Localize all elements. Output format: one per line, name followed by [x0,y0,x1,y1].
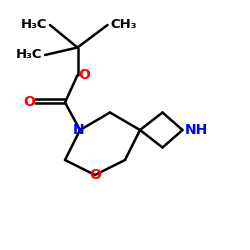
Text: O: O [89,168,101,182]
Text: H₃C: H₃C [21,18,48,32]
Text: N: N [73,123,85,137]
Text: O: O [23,96,35,110]
Text: NH: NH [185,123,208,137]
Text: H₃C: H₃C [16,48,42,62]
Text: O: O [78,68,90,82]
Text: CH₃: CH₃ [110,18,136,32]
